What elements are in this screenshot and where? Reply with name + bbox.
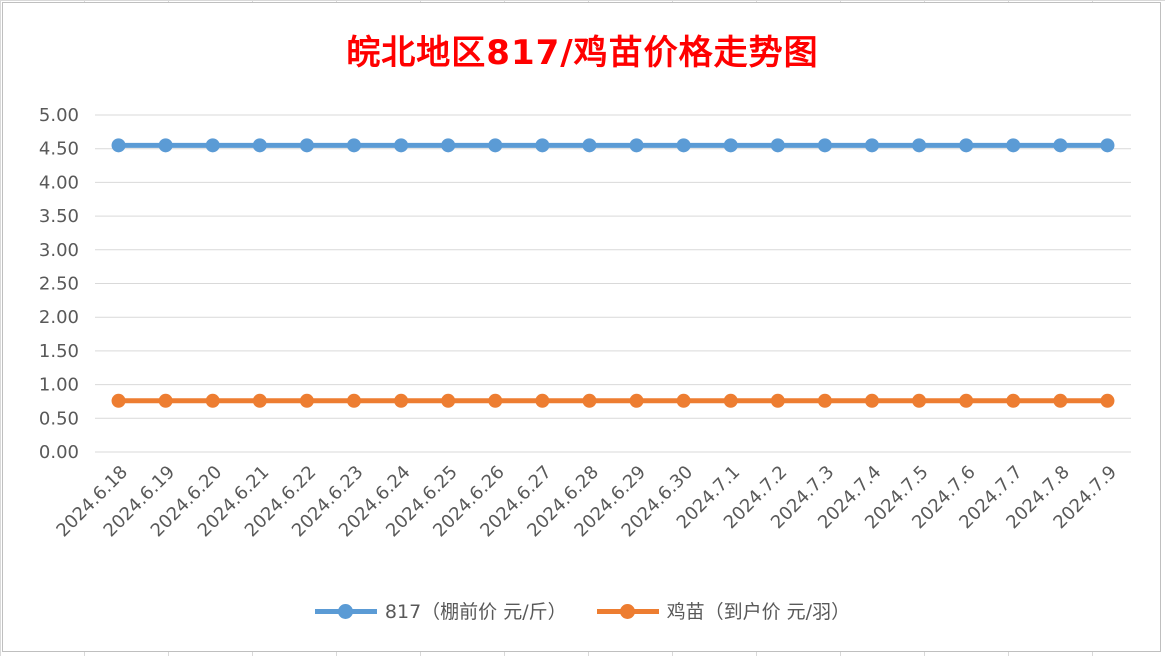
data-point bbox=[441, 393, 456, 408]
data-point bbox=[347, 138, 361, 153]
legend-item-chick[interactable]: 鸡苗（到户价 元/羽） bbox=[596, 597, 851, 624]
data-point bbox=[1006, 138, 1021, 153]
data-point bbox=[252, 393, 267, 408]
data-point bbox=[723, 393, 738, 408]
y-tick-label: 3.00 bbox=[39, 240, 79, 261]
data-point bbox=[488, 138, 503, 153]
y-tick-label: 5.00 bbox=[39, 105, 79, 126]
data-point bbox=[299, 393, 314, 408]
y-tick-label: 1.00 bbox=[39, 375, 79, 396]
y-tick-label: 4.50 bbox=[39, 139, 79, 160]
data-point bbox=[959, 393, 974, 408]
data-point bbox=[1053, 393, 1068, 408]
data-point bbox=[488, 393, 503, 408]
y-tick-label: 0.00 bbox=[39, 442, 79, 463]
data-point bbox=[205, 393, 220, 408]
data-point bbox=[158, 393, 173, 408]
y-tick-label: 1.50 bbox=[39, 341, 79, 362]
data-point bbox=[299, 138, 314, 153]
data-point bbox=[1053, 138, 1068, 153]
data-point bbox=[111, 393, 126, 408]
legend-swatch-817 bbox=[314, 603, 377, 619]
data-point bbox=[865, 393, 879, 408]
data-point bbox=[441, 138, 456, 153]
data-point bbox=[723, 138, 738, 153]
data-point bbox=[959, 138, 974, 153]
chart-title: 皖北地区817/鸡苗价格走势图 bbox=[346, 33, 819, 73]
data-point bbox=[912, 393, 927, 408]
legend-label-817: 817（棚前价 元/斤） bbox=[384, 601, 567, 623]
data-point bbox=[535, 393, 550, 408]
data-point bbox=[535, 138, 550, 153]
legend-item-817[interactable]: 817（棚前价 元/斤） bbox=[314, 597, 567, 624]
data-point bbox=[158, 138, 173, 153]
data-point bbox=[676, 393, 691, 408]
chart-plot-area: 0.00 0.50 1.00 1.50 2.00 2.50 3.00 3.50 4.00 4.50… bbox=[39, 105, 1131, 541]
chart-legend: 817（棚前价 元/斤） 鸡苗（到户价 元/羽） bbox=[3, 597, 1162, 624]
data-point bbox=[770, 138, 785, 153]
data-point bbox=[582, 138, 597, 153]
y-tick-label: 3.50 bbox=[39, 206, 79, 227]
y-tick-label: 4.00 bbox=[39, 172, 79, 193]
y-tick-label: 2.50 bbox=[39, 274, 79, 295]
data-point bbox=[394, 138, 409, 153]
data-point bbox=[817, 393, 832, 408]
data-point bbox=[770, 393, 785, 408]
data-point bbox=[347, 393, 361, 408]
y-tick-label: 2.00 bbox=[39, 307, 79, 328]
data-point bbox=[111, 138, 126, 153]
y-tick-label: 0.50 bbox=[39, 408, 79, 429]
data-point bbox=[205, 138, 220, 153]
data-point bbox=[865, 138, 879, 153]
data-point bbox=[676, 138, 691, 153]
data-point bbox=[394, 393, 409, 408]
legend-swatch-chick bbox=[596, 603, 659, 619]
data-point bbox=[912, 138, 927, 153]
data-point bbox=[1100, 393, 1115, 408]
data-point bbox=[252, 138, 267, 153]
data-point bbox=[582, 393, 597, 408]
data-point bbox=[1006, 393, 1021, 408]
data-point bbox=[817, 138, 832, 153]
legend-label-chick: 鸡苗（到户价 元/羽） bbox=[666, 601, 851, 623]
data-point bbox=[629, 138, 644, 153]
data-point bbox=[1100, 138, 1115, 153]
data-point bbox=[629, 393, 644, 408]
